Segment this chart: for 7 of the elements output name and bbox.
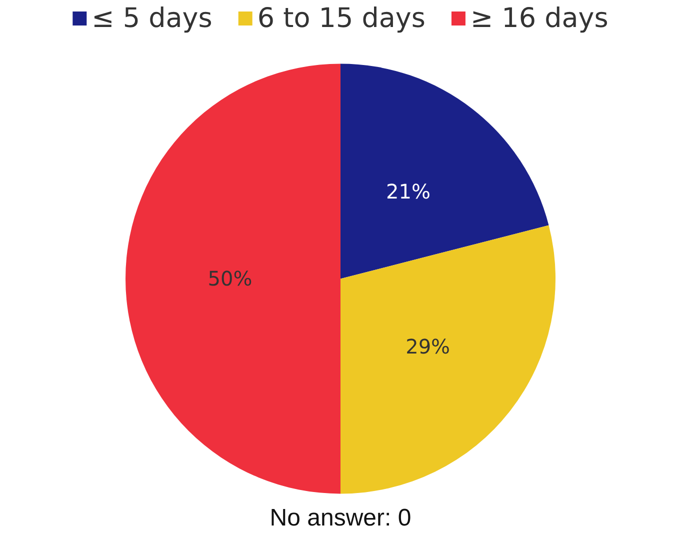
data-label: 50%: [208, 266, 252, 291]
text: No answer: 0: [270, 504, 412, 532]
legend-label: ≤ 5 days: [92, 3, 212, 34]
legend-label: 6 to 15 days: [257, 3, 426, 34]
data-label: 29%: [406, 334, 450, 358]
legend-label: ≥ 16 days: [470, 3, 608, 34]
data-label: 21%: [386, 179, 430, 204]
